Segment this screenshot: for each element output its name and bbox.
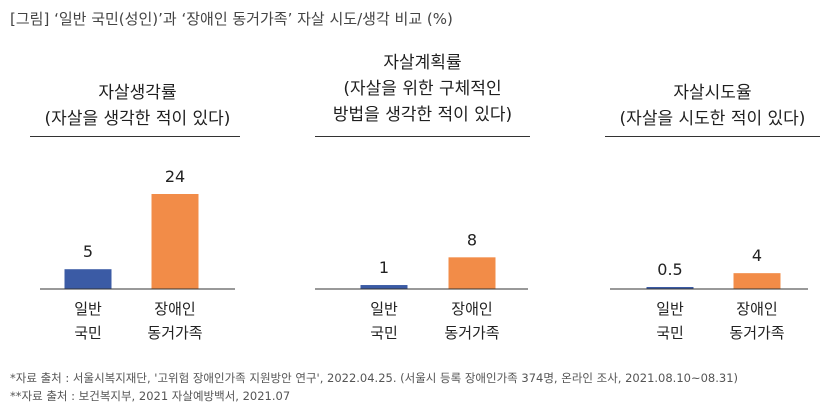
panel-title-underline	[30, 136, 240, 137]
category-label: 국민	[74, 324, 102, 342]
panel-title-planning: 자살계획률 (자살을 위한 구체적인 방법을 생각한 적이 있다)	[315, 50, 530, 128]
category-label: 국민	[656, 324, 684, 342]
category-label: 동거가족	[444, 324, 499, 342]
bar	[151, 194, 199, 289]
bar	[733, 273, 781, 289]
panel-title-line: (자살을 생각한 적이 있다)	[44, 109, 231, 129]
panel-title-line: 방법을 생각한 적이 있다)	[332, 105, 513, 125]
category-label: 일반	[656, 300, 684, 318]
data-label: 5	[83, 242, 93, 261]
panel-title-ideation: 자살생각률 (자살을 생각한 적이 있다)	[30, 80, 245, 132]
bar	[360, 285, 408, 289]
bar	[64, 269, 112, 289]
data-label: 8	[467, 230, 477, 249]
category-label: 동거가족	[729, 324, 784, 342]
data-label: 4	[752, 246, 762, 265]
figure-title: [그림] ‘일반 국민(성인)’과 ‘장애인 동거가족’ 자살 시도/생각 비교…	[10, 10, 453, 28]
panel-title-line: (자살을 위한 구체적인	[343, 79, 502, 99]
panel-title-line: 자살시도율	[673, 83, 752, 103]
panel-title-line: (자살을 시도한 적이 있다)	[619, 109, 806, 129]
panel-title-line: 자살계획률	[383, 53, 462, 73]
panel-title-attempt: 자살시도율 (자살을 시도한 적이 있다)	[605, 80, 820, 132]
category-label: 일반	[74, 300, 102, 318]
category-label: 장애인	[154, 300, 195, 318]
category-label: 동거가족	[147, 324, 202, 342]
footnote-source-1: *자료 출처 : 서울시복지재단, '고위험 장애인가족 지원방안 연구', 2…	[10, 371, 739, 385]
panel-title-line: 자살생각률	[98, 83, 177, 103]
data-label: 1	[379, 258, 389, 277]
category-label: 장애인	[736, 300, 777, 318]
category-label: 국민	[370, 324, 398, 342]
panel-title-underline	[315, 136, 530, 137]
data-label: 0.5	[657, 260, 682, 279]
bar	[448, 257, 496, 289]
data-label: 24	[165, 167, 185, 186]
footnote-source-2: **자료 출처 : 보건복지부, 2021 자살예방백서, 2021.07	[10, 389, 291, 403]
panel-title-underline	[605, 136, 820, 137]
bar	[646, 287, 694, 289]
footnotes: *자료 출처 : 서울시복지재단, '고위험 장애인가족 지원방안 연구', 2…	[10, 369, 738, 405]
category-label: 장애인	[451, 300, 492, 318]
category-label: 일반	[370, 300, 398, 318]
